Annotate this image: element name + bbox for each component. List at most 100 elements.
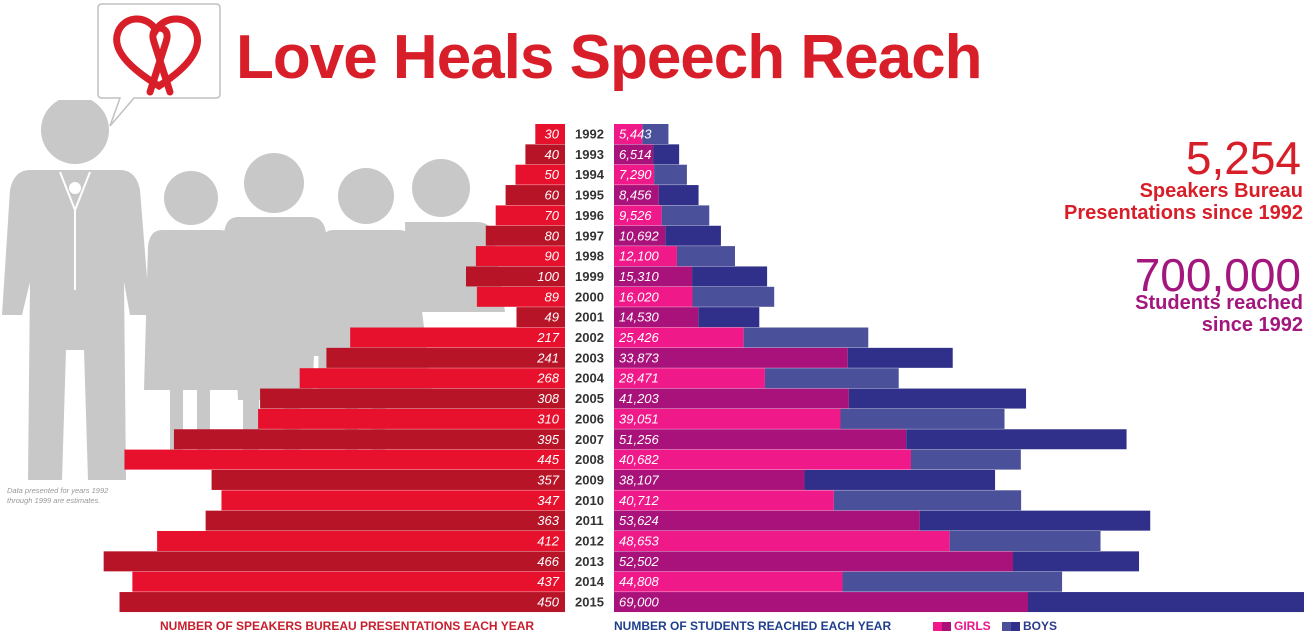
presentations-value-2009: 357 <box>537 472 559 487</box>
presentations-axis-label: NUMBER OF SPEAKERS BUREAU PRESENTATIONS … <box>160 619 535 633</box>
girls-bar-1999 <box>614 266 693 287</box>
boys-bar-2013 <box>1013 551 1140 572</box>
girls-bar-2010 <box>614 490 834 511</box>
year-label-2011: 2011 <box>575 513 603 528</box>
presentations-value-2001: 49 <box>545 310 559 325</box>
year-label-1996: 1996 <box>575 208 604 223</box>
girls-bar-1996 <box>614 205 662 226</box>
presentations-bar-2006 <box>258 408 565 429</box>
presentations-value-2003: 241 <box>536 350 559 365</box>
students-value-2004: 28,471 <box>618 371 659 386</box>
presentations-bar-2010 <box>221 490 565 511</box>
boys-bar-2012 <box>949 531 1101 551</box>
presentations-value-1998: 90 <box>545 249 560 264</box>
students-value-2014: 44,808 <box>619 574 660 589</box>
students-value-2000: 16,020 <box>619 289 660 304</box>
girls-bar-2014 <box>614 571 843 592</box>
boys-bar-2011 <box>919 510 1151 531</box>
students-value-1992: 5,443 <box>619 127 652 142</box>
presentations-value-1997: 80 <box>545 228 560 243</box>
boys-bar-2010 <box>833 490 1022 511</box>
year-label-2006: 2006 <box>575 411 604 426</box>
year-label-2013: 2013 <box>575 554 604 569</box>
presentations-value-2000: 89 <box>545 289 559 304</box>
presentations-value-2002: 217 <box>536 330 559 345</box>
presentations-bar-1998 <box>475 246 565 267</box>
girls-bar-2012 <box>614 531 950 551</box>
presentations-bar-2002 <box>350 327 565 348</box>
page-title: Love Heals Speech Reach <box>236 23 982 92</box>
boys-bar-2004 <box>764 368 899 389</box>
year-label-1995: 1995 <box>575 188 604 203</box>
students-value-2009: 38,107 <box>619 472 660 487</box>
presentations-bar-1994 <box>515 164 565 185</box>
year-label-2009: 2009 <box>575 472 604 487</box>
presentations-bar-1992 <box>535 124 565 144</box>
girls-bar-2002 <box>614 327 744 348</box>
students-value-2002: 25,426 <box>618 330 660 345</box>
girls-bar-2008 <box>614 449 911 470</box>
legend-girls-swatch <box>933 621 951 631</box>
legend-boys-swatch <box>1002 621 1020 631</box>
boys-bar-1999 <box>692 266 768 287</box>
boys-bar-1995 <box>658 185 699 206</box>
students-value-2006: 39,051 <box>619 411 659 426</box>
presentations-value-1995: 60 <box>545 188 560 203</box>
students-value-1998: 12,100 <box>619 249 660 264</box>
presentations-bar-2014 <box>132 571 565 592</box>
legend-girls-label: GIRLS <box>954 619 991 633</box>
love-heals-logo <box>97 3 221 127</box>
girls-bar-2000 <box>614 286 693 307</box>
legend-girls: GIRLS <box>933 619 991 633</box>
boys-bar-2001 <box>698 307 760 328</box>
girls-bar-2013 <box>614 551 1014 572</box>
students-axis-label: NUMBER OF STUDENTS REACHED EACH YEAR <box>614 619 892 633</box>
presentations-bar-2012 <box>157 531 565 551</box>
year-label-1999: 1999 <box>575 269 604 284</box>
presentations-bar-1999 <box>466 266 565 287</box>
estimate-note: Data presented for years 1992 through 19… <box>7 486 109 505</box>
students-value-2010: 40,712 <box>619 493 660 508</box>
boys-bar-1993 <box>653 144 680 165</box>
students-value-2015: 69,000 <box>619 595 660 610</box>
presentations-bar-2004 <box>299 368 565 389</box>
girls-bar-2009 <box>614 469 805 490</box>
year-label-2002: 2002 <box>575 330 604 345</box>
presentations-value-2013: 466 <box>537 554 559 569</box>
girls-bar-1998 <box>614 246 677 267</box>
presentations-value-2006: 310 <box>537 411 559 426</box>
year-label-2000: 2000 <box>575 289 604 304</box>
presentations-bar-2013 <box>103 551 565 572</box>
presentations-bar-1995 <box>505 185 565 206</box>
year-label-1998: 1998 <box>575 249 604 264</box>
students-value-2003: 33,873 <box>619 350 660 365</box>
presentations-bar-2015 <box>119 592 565 613</box>
presentations-value-2014: 437 <box>537 574 559 589</box>
students-value-1995: 8,456 <box>619 188 652 203</box>
presentations-bar-2007 <box>173 429 565 450</box>
presentations-bar-1996 <box>495 205 565 226</box>
girls-bar-1997 <box>614 225 666 246</box>
presentations-value-2011: 363 <box>537 513 559 528</box>
presentations-bar-1997 <box>485 225 565 246</box>
presentations-total-value: 5,254 <box>1185 132 1301 184</box>
presentations-value-2015: 450 <box>537 595 559 610</box>
girls-bar-2015 <box>614 592 1028 613</box>
girls-bar-2011 <box>614 510 920 531</box>
presentations-bar-2008 <box>124 449 565 470</box>
presentations-bar-2005 <box>260 388 565 409</box>
girls-bar-1994 <box>614 164 655 185</box>
students-value-1997: 10,692 <box>619 228 660 243</box>
presentations-bar-2009 <box>211 469 565 490</box>
year-label-1997: 1997 <box>575 228 604 243</box>
year-label-2010: 2010 <box>575 493 604 508</box>
presentations-bar-2001 <box>516 307 565 328</box>
presentations-total-label-line2: Presentations since 1992 <box>1063 202 1303 224</box>
students-total-label-line2: since 1992 <box>1201 314 1303 336</box>
students-value-2001: 14,530 <box>619 310 660 325</box>
students-value-2012: 48,653 <box>619 534 660 549</box>
students-value-1994: 7,290 <box>619 167 652 182</box>
presentations-bar-2000 <box>476 286 565 307</box>
boys-bar-2003 <box>847 347 953 368</box>
